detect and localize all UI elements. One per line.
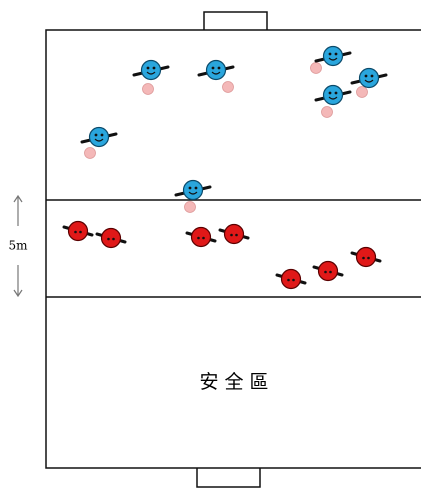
page: {"labels": {"distance": "5m", "zone": "安… (0, 0, 421, 488)
field-diagram: 5m 安 全 區 (0, 0, 421, 488)
ball (185, 202, 196, 213)
player (316, 47, 350, 66)
ball (85, 148, 96, 159)
player (187, 228, 215, 247)
ball (223, 82, 234, 93)
blue-team (82, 47, 386, 213)
ball (357, 87, 368, 98)
distance-label: 5m (8, 239, 28, 253)
bottom-goal (197, 468, 260, 487)
ball (143, 84, 154, 95)
player (277, 270, 305, 289)
player (352, 248, 380, 267)
top-goal (204, 12, 267, 30)
player (97, 229, 125, 248)
red-team (64, 222, 380, 289)
ball (322, 107, 333, 118)
player (316, 86, 350, 105)
player (352, 69, 386, 88)
player (82, 128, 116, 147)
zone-label: 安 全 區 (199, 371, 268, 393)
player (134, 61, 168, 80)
player (199, 61, 233, 80)
player (64, 222, 92, 241)
player (314, 262, 342, 281)
ball (311, 63, 322, 74)
player (176, 181, 210, 200)
player (220, 225, 248, 244)
